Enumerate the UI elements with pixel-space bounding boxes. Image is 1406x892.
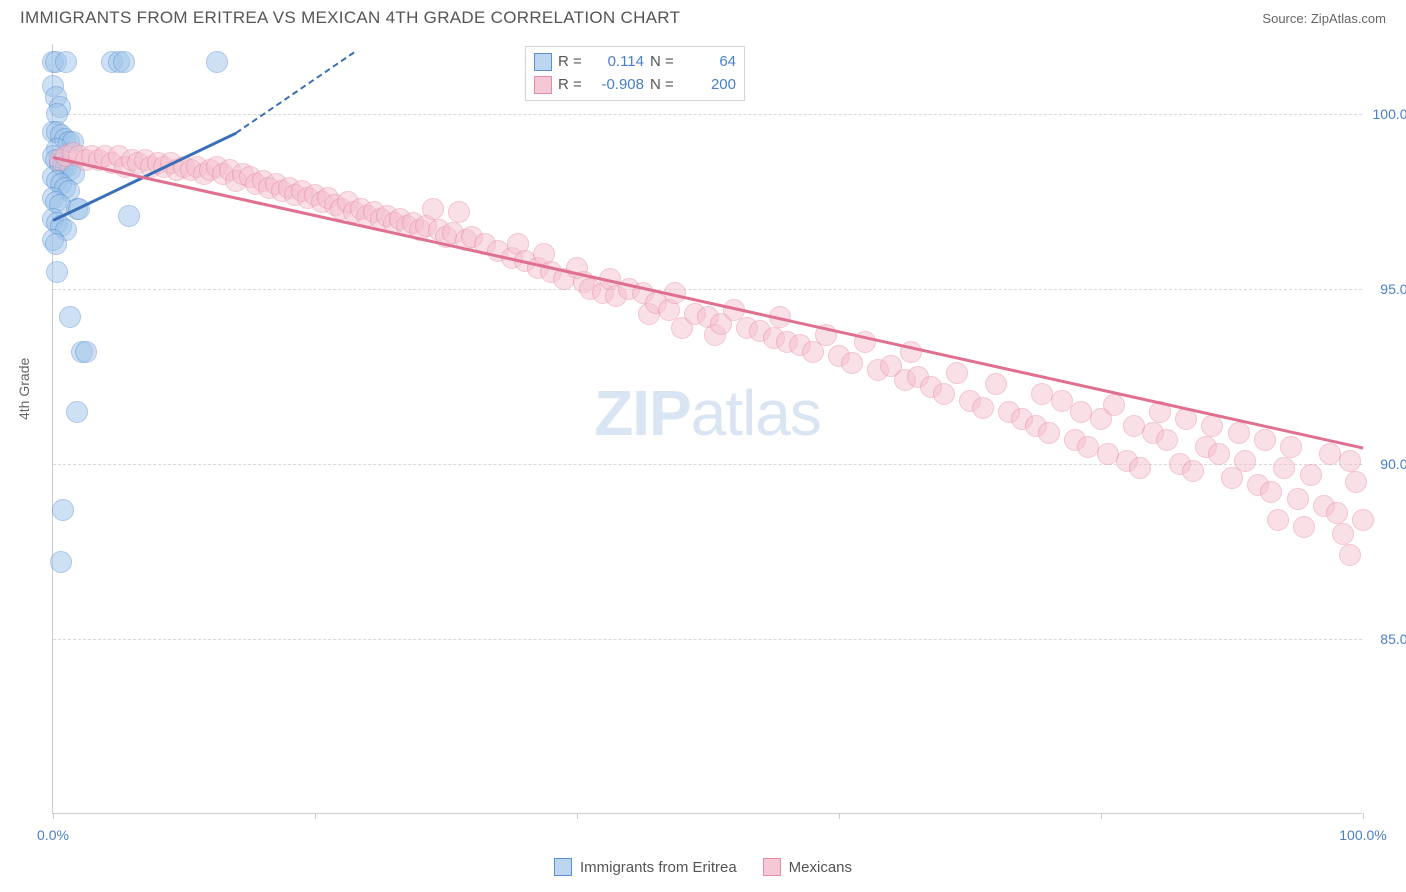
stats-r-value: -0.908: [592, 74, 644, 97]
legend-item: Immigrants from Eritrea: [554, 858, 737, 876]
scatter-point: [1332, 523, 1354, 545]
gridline-horizontal: [53, 639, 1362, 640]
scatter-point: [59, 306, 81, 328]
scatter-point: [1339, 450, 1361, 472]
scatter-point: [1345, 471, 1367, 493]
source-label: Source:: [1262, 11, 1307, 26]
watermark-light: atlas: [691, 377, 821, 449]
source-attribution: Source: ZipAtlas.com: [1262, 11, 1386, 26]
scatter-point: [66, 401, 88, 423]
y-tick-label: 85.0%: [1370, 631, 1406, 647]
x-tick-mark: [315, 813, 316, 819]
scatter-point: [1038, 422, 1060, 444]
stats-swatch: [534, 53, 552, 71]
scatter-point: [972, 397, 994, 419]
scatter-point: [1339, 544, 1361, 566]
trend-line: [53, 156, 1364, 449]
stats-r-label: R =: [558, 51, 586, 74]
scatter-point: [946, 362, 968, 384]
trend-line: [236, 51, 355, 133]
scatter-point: [1254, 429, 1276, 451]
scatter-point: [1352, 509, 1374, 531]
x-tick-mark: [1101, 813, 1102, 819]
y-tick-label: 100.0%: [1370, 106, 1406, 122]
x-tick-label: 100.0%: [1339, 827, 1386, 843]
legend-label: Immigrants from Eritrea: [580, 859, 737, 876]
stats-n-value: 200: [684, 74, 736, 97]
y-tick-label: 90.0%: [1370, 456, 1406, 472]
scatter-point: [1267, 509, 1289, 531]
stats-r-label: R =: [558, 74, 586, 97]
x-tick-mark: [1363, 813, 1364, 819]
source-name: ZipAtlas.com: [1311, 11, 1386, 26]
chart-title: IMMIGRANTS FROM ERITREA VS MEXICAN 4TH G…: [20, 8, 680, 28]
scatter-point: [1273, 457, 1295, 479]
series-legend: Immigrants from Eritrea Mexicans: [554, 858, 852, 876]
gridline-horizontal: [53, 464, 1362, 465]
scatter-point: [1201, 415, 1223, 437]
scatter-point: [1326, 502, 1348, 524]
scatter-point: [45, 233, 67, 255]
stats-n-label: N =: [650, 51, 678, 74]
scatter-point: [1208, 443, 1230, 465]
scatter-point: [1300, 464, 1322, 486]
x-tick-mark: [577, 813, 578, 819]
scatter-point: [50, 551, 72, 573]
scatter-point: [1182, 460, 1204, 482]
scatter-chart: ZIPatlas R =0.114N =64R =-0.908N =200 85…: [52, 44, 1362, 814]
scatter-point: [1129, 457, 1151, 479]
scatter-point: [1234, 450, 1256, 472]
y-tick-label: 95.0%: [1370, 281, 1406, 297]
stats-n-value: 64: [684, 51, 736, 74]
scatter-point: [1051, 390, 1073, 412]
scatter-point: [1287, 488, 1309, 510]
scatter-point: [113, 51, 135, 73]
gridline-horizontal: [53, 114, 1362, 115]
stats-swatch: [534, 76, 552, 94]
y-axis-label: 4th Grade: [16, 358, 32, 420]
watermark: ZIPatlas: [594, 376, 821, 450]
scatter-point: [52, 499, 74, 521]
legend-label: Mexicans: [789, 859, 852, 876]
stats-n-label: N =: [650, 74, 678, 97]
gridline-horizontal: [53, 289, 1362, 290]
scatter-point: [841, 352, 863, 374]
scatter-point: [46, 261, 68, 283]
scatter-point: [1156, 429, 1178, 451]
stats-row: R = -0.908 N = 200: [534, 74, 736, 97]
x-tick-mark: [53, 813, 54, 819]
x-tick-mark: [839, 813, 840, 819]
scatter-point: [448, 201, 470, 223]
stats-r-value: 0.114: [592, 51, 644, 74]
x-tick-label: 0.0%: [37, 827, 69, 843]
scatter-point: [55, 51, 77, 73]
legend-swatch: [763, 858, 781, 876]
scatter-point: [75, 341, 97, 363]
chart-header: IMMIGRANTS FROM ERITREA VS MEXICAN 4TH G…: [0, 0, 1406, 28]
scatter-point: [933, 383, 955, 405]
stats-row: R = 0.114 N = 64: [534, 51, 736, 74]
scatter-point: [1103, 394, 1125, 416]
legend-item: Mexicans: [763, 858, 852, 876]
scatter-point: [1260, 481, 1282, 503]
scatter-point: [1228, 422, 1250, 444]
scatter-point: [985, 373, 1007, 395]
scatter-point: [1280, 436, 1302, 458]
watermark-bold: ZIP: [594, 377, 691, 449]
scatter-point: [206, 51, 228, 73]
scatter-point: [422, 198, 444, 220]
scatter-point: [1293, 516, 1315, 538]
legend-swatch: [554, 858, 572, 876]
correlation-stats-box: R = 0.114 N = 64 R = -0.908 N = 200: [525, 46, 745, 101]
scatter-point: [118, 205, 140, 227]
